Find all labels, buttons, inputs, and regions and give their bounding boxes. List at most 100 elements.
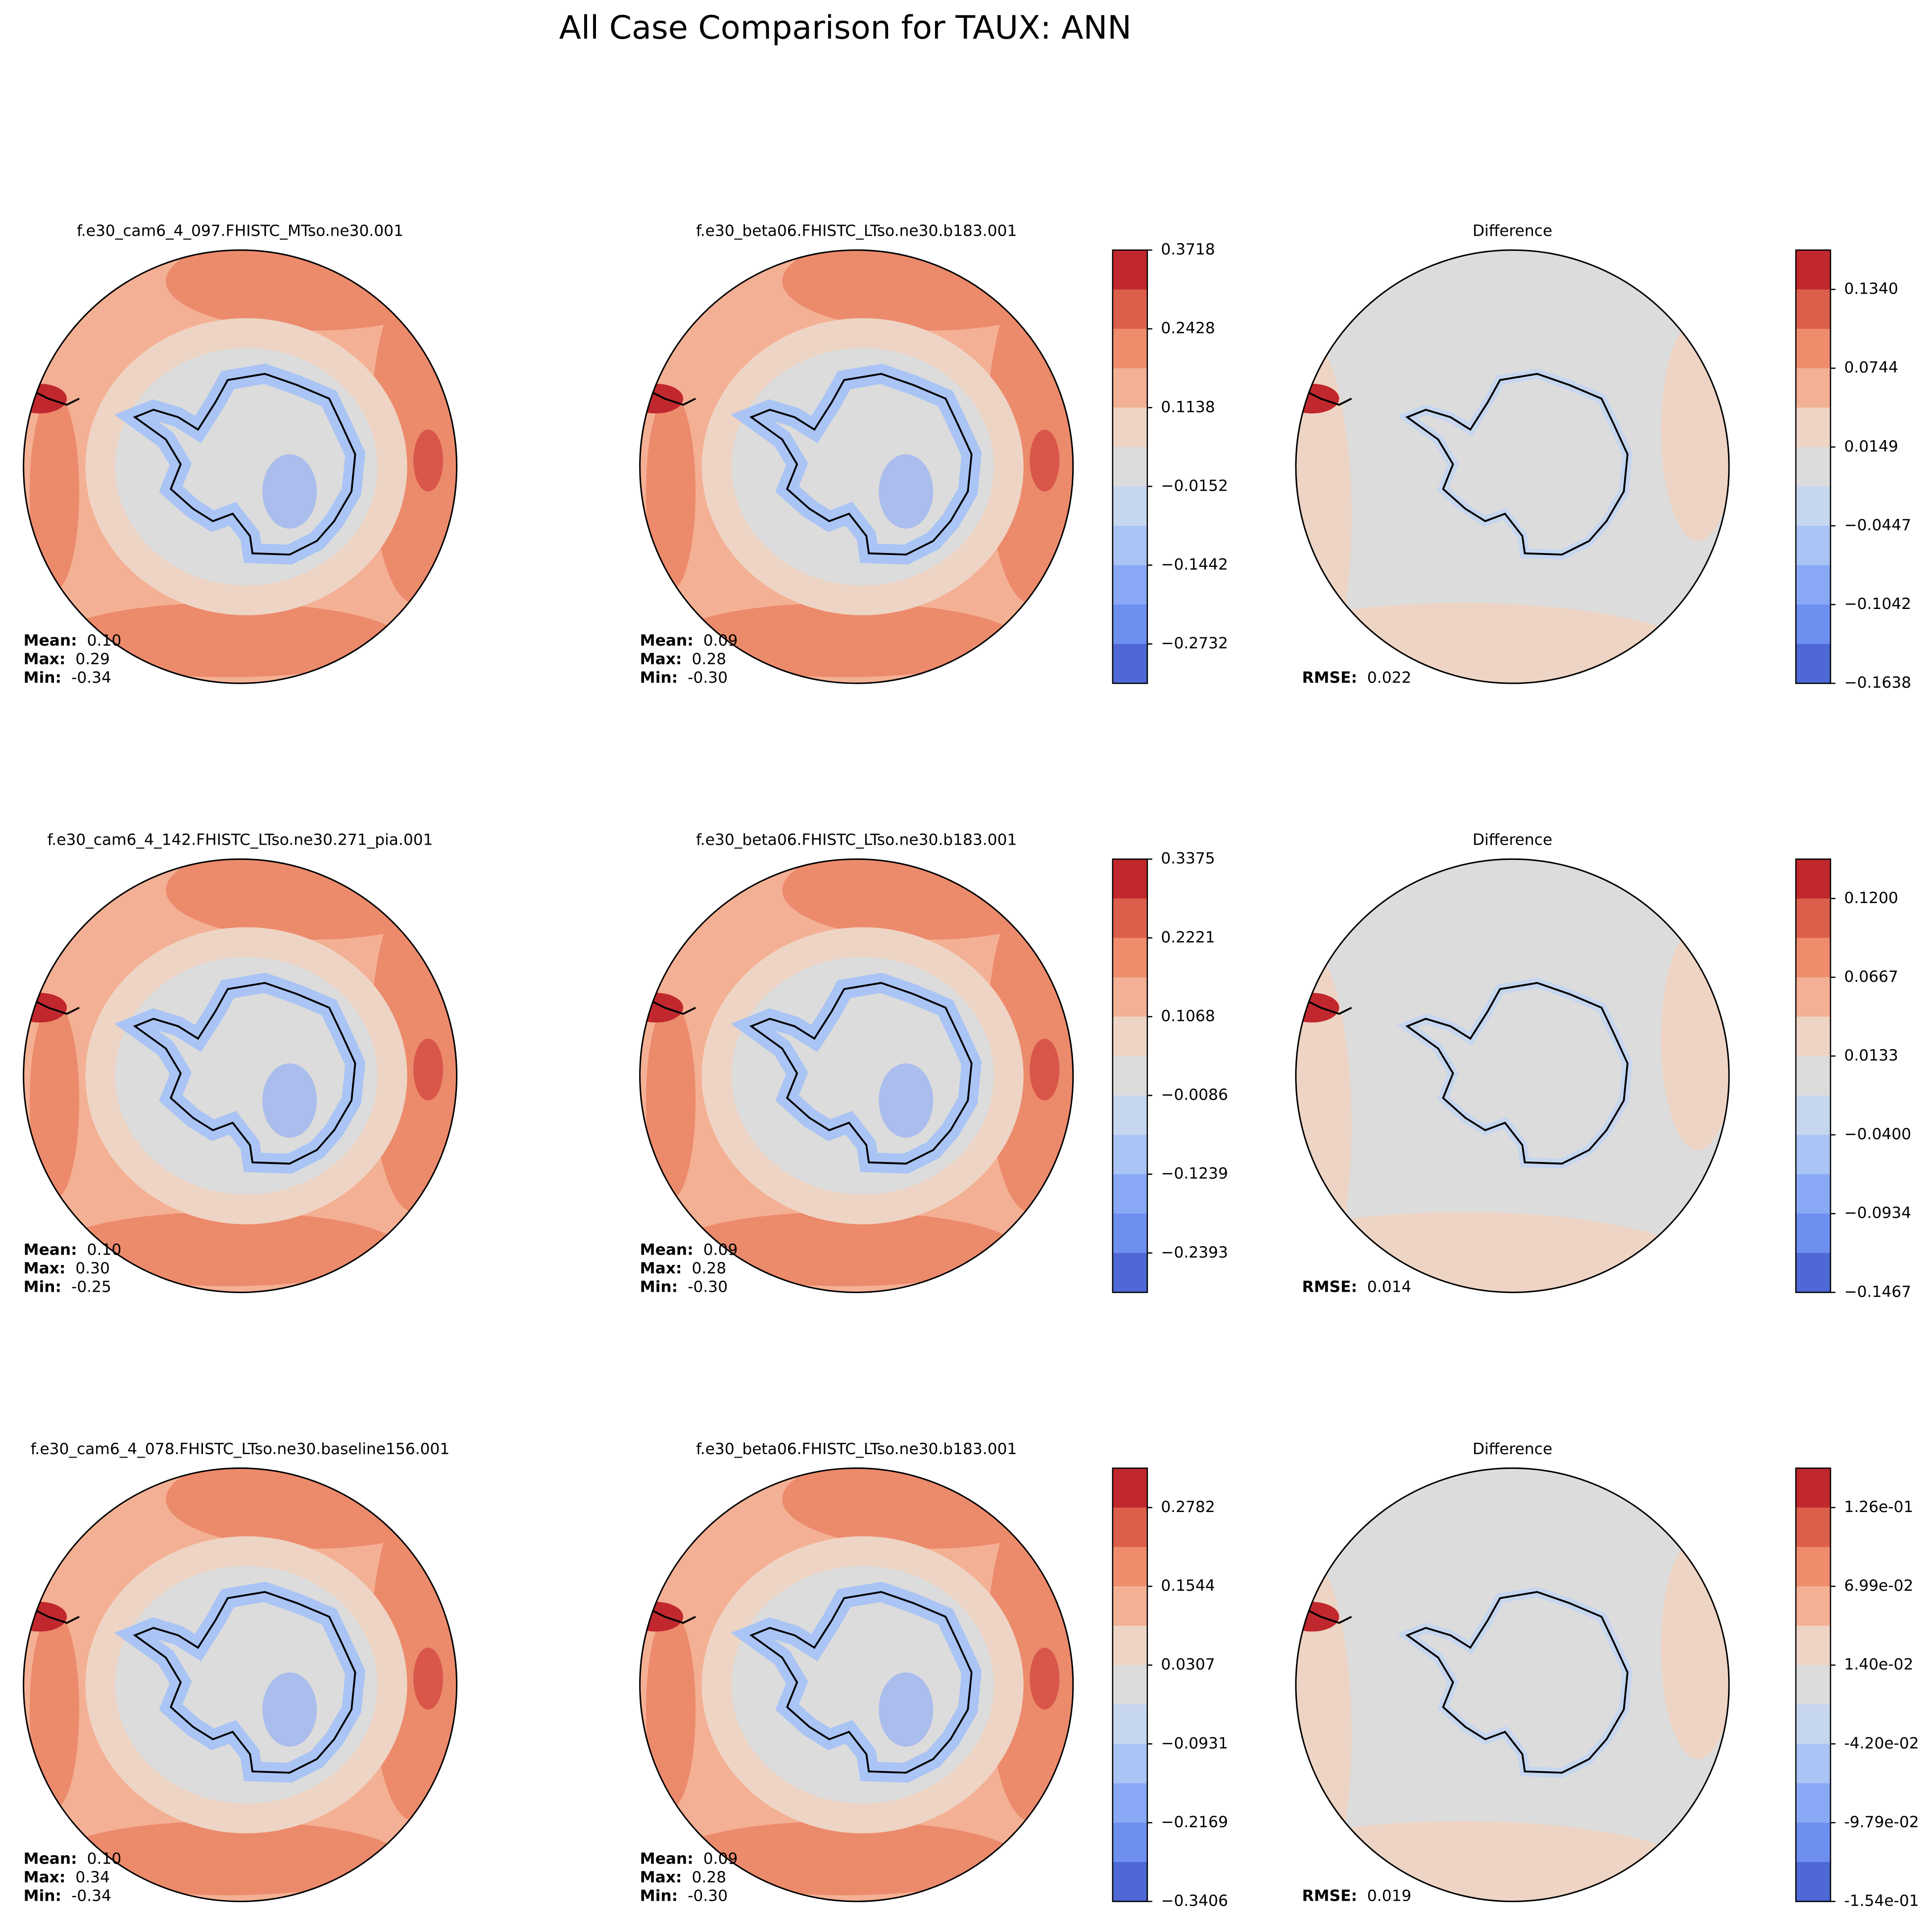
map-border xyxy=(1295,1467,1730,1902)
panel-title: f.e30_cam6_4_142.FHISTC_LTso.ne30.271_pi… xyxy=(48,831,433,849)
map-border xyxy=(639,1467,1074,1902)
colorbar-band xyxy=(1795,1547,1831,1587)
map xyxy=(640,859,1073,1293)
colorbar-label: −0.0086 xyxy=(1161,1086,1228,1104)
colorbar-label: -1.54e-01 xyxy=(1844,1892,1919,1910)
colorbar-band xyxy=(1795,1665,1831,1705)
colorbar-label: −0.3406 xyxy=(1161,1892,1228,1910)
stat-label: Min: xyxy=(24,1278,62,1296)
colorbar-band xyxy=(1795,1174,1831,1214)
stat-value: 0.022 xyxy=(1367,669,1411,687)
colorbar-label: 0.2428 xyxy=(1161,319,1215,337)
colorbar-band xyxy=(1795,1095,1831,1136)
map-border xyxy=(23,1467,458,1902)
coastline xyxy=(133,373,356,556)
stat-value: 0.09 xyxy=(703,1241,738,1259)
shade xyxy=(262,454,317,529)
stat-value: 0.10 xyxy=(87,1241,122,1259)
colorbar-band xyxy=(1112,1016,1147,1057)
shade xyxy=(262,1063,317,1138)
shade xyxy=(879,1672,934,1747)
colorbar-band xyxy=(1112,1135,1147,1175)
panel-title: f.e30_beta06.FHISTC_LTso.ne30.b183.001 xyxy=(696,222,1017,240)
colorbar-label: −0.0934 xyxy=(1844,1204,1911,1222)
stat-label: Mean: xyxy=(640,1850,694,1868)
colorbar-band xyxy=(1795,525,1831,566)
map-border xyxy=(1295,858,1730,1293)
colorbar-band xyxy=(1795,407,1831,448)
shade xyxy=(1030,1647,1060,1710)
map-border xyxy=(1295,249,1730,684)
panel-title: Difference xyxy=(1473,831,1552,849)
map-border xyxy=(23,858,458,1293)
colorbar-band xyxy=(1112,447,1147,487)
stat-label: Mean: xyxy=(24,632,77,650)
coastline xyxy=(1405,373,1629,556)
colorbar-label: 0.1068 xyxy=(1161,1007,1215,1025)
colorbar-band xyxy=(1112,565,1147,606)
colorbar-band xyxy=(1112,977,1147,1017)
stat-value: 0.09 xyxy=(703,1850,738,1868)
colorbar-band xyxy=(1112,859,1147,900)
stat-label: Mean: xyxy=(24,1241,77,1259)
panel-title: Difference xyxy=(1473,222,1552,240)
colorbar-band xyxy=(1112,1586,1147,1626)
shade xyxy=(1030,1038,1060,1101)
colorbar-band xyxy=(1795,898,1831,939)
colorbar-label: -4.20e-02 xyxy=(1844,1734,1919,1752)
colorbar-label: 6.99e-02 xyxy=(1844,1577,1913,1595)
colorbar-frame xyxy=(1795,249,1832,684)
colorbar-band xyxy=(1795,1507,1831,1548)
colorbar-band xyxy=(1112,1095,1147,1136)
colorbar-band xyxy=(1795,486,1831,527)
stat-label: Min: xyxy=(640,669,678,687)
colorbar-label: −0.0931 xyxy=(1161,1734,1228,1752)
shade xyxy=(30,1610,80,1809)
stat-value: -0.25 xyxy=(71,1278,111,1296)
stat-value: 0.28 xyxy=(692,651,727,668)
colorbar-label: 0.1138 xyxy=(1161,398,1215,416)
stat-label: Min: xyxy=(640,1887,678,1905)
colorbar-band xyxy=(1795,565,1831,606)
colorbar-frame xyxy=(1112,1467,1148,1902)
colorbar-band xyxy=(1112,1862,1147,1902)
colorbar-band xyxy=(1795,859,1831,900)
stat-value: 0.10 xyxy=(87,632,122,650)
colorbar-label: −0.1442 xyxy=(1161,556,1228,574)
colorbar-band xyxy=(1795,938,1831,978)
stat-value: 0.014 xyxy=(1367,1278,1411,1296)
coastline xyxy=(749,373,973,556)
stat-label: Max: xyxy=(24,1869,66,1886)
colorbar-band xyxy=(1112,1253,1147,1293)
stat-value: -0.34 xyxy=(71,1887,111,1905)
colorbar-label: 0.1544 xyxy=(1161,1577,1215,1595)
colorbar-label: 0.0133 xyxy=(1844,1047,1898,1064)
colorbar-band xyxy=(1795,1822,1831,1863)
colorbar-label: 0.0307 xyxy=(1161,1656,1215,1673)
colorbar-label: 0.0744 xyxy=(1844,359,1898,377)
coastline xyxy=(749,1591,973,1774)
colorbar-band xyxy=(1112,898,1147,939)
stat-value: -0.30 xyxy=(688,1278,728,1296)
map-border xyxy=(23,249,458,684)
stat-value: 0.019 xyxy=(1367,1887,1411,1905)
colorbar-frame xyxy=(1795,858,1832,1293)
colorbar-frame xyxy=(1112,249,1148,684)
stat-value: -0.30 xyxy=(688,669,728,687)
colorbar-band xyxy=(1112,1174,1147,1214)
shade xyxy=(879,1063,934,1138)
shade xyxy=(30,1001,80,1200)
coastline xyxy=(1405,1591,1629,1774)
map-border xyxy=(639,249,1074,684)
colorbar-label: −0.0400 xyxy=(1844,1125,1911,1143)
colorbar-band xyxy=(1795,1783,1831,1823)
colorbar-band xyxy=(1795,977,1831,1017)
colorbar-band xyxy=(1795,644,1831,684)
colorbar-label: −0.2393 xyxy=(1161,1244,1228,1262)
stat-label: Max: xyxy=(640,1869,682,1886)
colorbar-band xyxy=(1112,1056,1147,1096)
coastline xyxy=(749,982,973,1165)
colorbar-label: 0.3375 xyxy=(1161,850,1215,867)
shade xyxy=(879,454,934,529)
